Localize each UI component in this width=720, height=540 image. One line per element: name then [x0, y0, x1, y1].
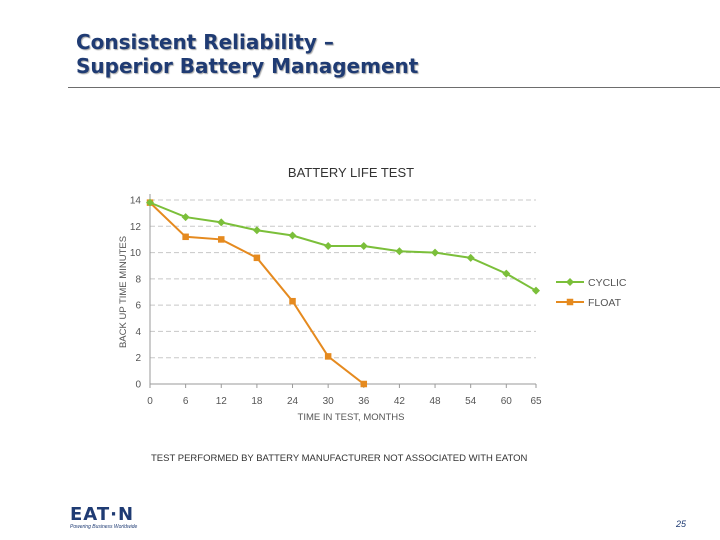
eaton-logo: EAT·N Powering Business Worldwide — [70, 506, 170, 534]
chart-title: BATTERY LIFE TEST — [288, 165, 414, 180]
y-tick-label: 6 — [135, 301, 141, 312]
y-tick-label: 4 — [135, 327, 141, 338]
legend-swatch-marker-cyclic — [566, 278, 574, 286]
float-point — [253, 254, 261, 262]
x-tick-label: 48 — [429, 396, 441, 407]
x-tick-label: 12 — [216, 396, 228, 407]
cyclic-point — [217, 218, 226, 227]
cyclic-point — [395, 247, 404, 256]
float-point — [289, 297, 296, 305]
y-tick-label: 12 — [130, 222, 142, 233]
legend-label-cyclic: CYCLIC — [588, 277, 627, 289]
cyclic-point — [431, 248, 440, 257]
y-axis-title: BACK UP TIME MINUTES — [118, 236, 129, 348]
cyclic-point — [324, 242, 333, 250]
y-tick-label: 8 — [135, 274, 141, 285]
title-divider — [68, 87, 720, 88]
y-tick-label: 2 — [135, 353, 141, 364]
x-tick-label: 30 — [323, 396, 335, 407]
slide-title-line-1: Consistent Reliability – — [76, 30, 334, 54]
x-tick-label: 0 — [147, 396, 153, 407]
cyclic-line — [149, 201, 537, 292]
legend-label-float: FLOAT — [588, 297, 622, 309]
cyclic-point — [532, 286, 540, 295]
legend-item-float: FLOAT — [556, 297, 622, 309]
y-tick-label: 14 — [130, 196, 142, 207]
cyclic-point — [252, 226, 261, 235]
cyclic-point — [359, 242, 368, 250]
logo-wordmark: EAT·N — [70, 504, 135, 525]
chart-gridlines — [150, 199, 536, 359]
x-axis-title: TIME IN TEST, MONTHS — [298, 412, 405, 423]
cyclic-point — [502, 269, 511, 278]
float-point — [182, 233, 189, 241]
x-tick-label: 24 — [287, 396, 299, 407]
chart-series — [146, 198, 540, 388]
float-point — [324, 353, 332, 360]
legend-swatch-marker-float — [566, 298, 574, 306]
cyclic-point — [181, 213, 190, 222]
slide-title-line-2: Superior Battery Management — [76, 54, 419, 78]
legend-item-cyclic: CYCLIC — [556, 277, 627, 289]
y-tick-label: 10 — [130, 248, 142, 259]
x-tick-label: 60 — [501, 396, 513, 407]
x-tick-label: 6 — [183, 396, 189, 407]
slide-title: Consistent Reliability – Superior Batter… — [76, 30, 418, 78]
x-tick-label: 36 — [358, 396, 370, 407]
x-tick-label: 18 — [251, 396, 263, 407]
float-point — [360, 380, 368, 388]
chart-footnote: TEST PERFORMED BY BATTERY MANUFACTURER N… — [151, 453, 527, 464]
cyclic-point — [288, 231, 297, 240]
float-series — [146, 199, 368, 388]
cyclic-point — [146, 198, 154, 207]
float-point — [218, 236, 225, 243]
x-tick-label: 65 — [530, 396, 542, 407]
cyclic-point — [466, 253, 475, 262]
chart-legend: CYCLIC FLOAT — [556, 277, 627, 309]
logo-tagline: Powering Business Worldwide — [70, 524, 138, 530]
cyclic-series — [146, 198, 540, 295]
y-tick-label: 0 — [135, 380, 141, 391]
page-number: 25 — [676, 519, 687, 529]
x-tick-label: 54 — [465, 396, 477, 407]
x-tick-label: 42 — [394, 396, 406, 407]
